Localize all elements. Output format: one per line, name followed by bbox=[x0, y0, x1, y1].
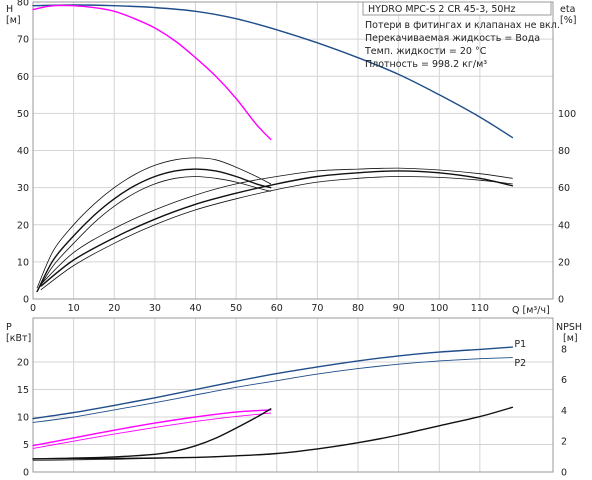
x-tick-label: 20 bbox=[108, 303, 120, 314]
eta-tick-label: 100 bbox=[558, 109, 576, 120]
top-panel-frame bbox=[32, 1, 554, 300]
x-tick-label: 40 bbox=[189, 303, 201, 314]
x-tick-label: 110 bbox=[471, 303, 489, 314]
eta-tick-label: 80 bbox=[558, 146, 570, 157]
x-tick-label: 70 bbox=[311, 303, 323, 314]
panel-frames bbox=[32, 1, 554, 473]
curve-p1-one-pump bbox=[32, 409, 272, 447]
info-line-density: Плотность = 998.2 кг/м³ bbox=[365, 59, 487, 70]
h-tick-label: 70 bbox=[17, 35, 29, 46]
curve-eta-one-pump-b bbox=[36, 168, 272, 293]
p1-label: P1 bbox=[514, 339, 526, 350]
curve-p2-one-pump bbox=[32, 412, 272, 449]
q-axis-label: Q [м³/ч] bbox=[512, 305, 550, 316]
info-title: HYDRO MPC-S 2 CR 45-3, 50Hz bbox=[368, 4, 516, 15]
curve-npsh-one-pump-thin bbox=[32, 454, 271, 461]
p-tick-label: 10 bbox=[17, 413, 29, 424]
x-tick-label: 100 bbox=[430, 303, 448, 314]
eta-tick-label: 40 bbox=[558, 220, 570, 231]
curve-p2-two-pumps bbox=[32, 357, 513, 423]
npsh-tick-label: 0 bbox=[561, 468, 567, 479]
npsh-axis-unit: [м] bbox=[563, 333, 578, 344]
h-tick-label: 50 bbox=[17, 109, 29, 120]
h-tick-label: 10 bbox=[17, 257, 29, 268]
curve-npsh-two-pumps bbox=[32, 406, 514, 460]
bottom-panel-curves bbox=[32, 346, 514, 461]
axis-titles: H [м] eta [%] Q [м³/ч] P [кВт] NPSH [м] bbox=[6, 4, 582, 344]
curve-eta-one-pump-a bbox=[36, 157, 272, 289]
h-tick-label: 80 bbox=[17, 0, 29, 9]
h-tick-label: 30 bbox=[17, 183, 29, 194]
curve-labels: P1 P2 bbox=[514, 339, 526, 369]
npsh-tick-label: 6 bbox=[561, 375, 567, 386]
npsh-tick-label: 8 bbox=[561, 344, 567, 355]
h-tick-label: 0 bbox=[23, 295, 29, 306]
bottom-panel-frame bbox=[32, 317, 554, 473]
x-tick-label: 50 bbox=[230, 303, 242, 314]
curve-eta-two-pumps-b bbox=[40, 170, 514, 287]
axis-tick-labels: 0 10 20 30 40 50 60 70 80 90 100 110010203040506070… bbox=[17, 0, 576, 479]
curve-eta-two-pumps-a bbox=[40, 167, 513, 285]
x-tick-label: 10 bbox=[68, 303, 80, 314]
top-panel-curves bbox=[32, 4, 514, 293]
curve-npsh-one-pump bbox=[32, 408, 272, 460]
p-axis-unit: [кВт] bbox=[6, 333, 31, 344]
eta-axis-name: eta bbox=[560, 4, 575, 15]
eta-tick-label: 0 bbox=[558, 295, 564, 306]
curve-eta-two-pumps-c bbox=[40, 176, 513, 291]
p-axis-name: P bbox=[6, 322, 12, 333]
info-line-fittings: Потери в фитингах и клапанах не вкл. bbox=[365, 20, 560, 31]
info-title-box bbox=[362, 1, 552, 16]
npsh-tick-label: 4 bbox=[561, 406, 567, 417]
info-line-liquid: Перекачиваемая жидкость = Вода bbox=[365, 33, 540, 44]
p-tick-label: 15 bbox=[17, 385, 29, 396]
eta-axis-unit: [%] bbox=[560, 15, 576, 26]
h-axis-name: H bbox=[6, 4, 13, 15]
p-tick-label: 5 bbox=[23, 440, 29, 451]
x-tick-label: 80 bbox=[352, 303, 364, 314]
x-tick-label: 90 bbox=[393, 303, 405, 314]
curve-h-one-pump bbox=[32, 4, 272, 141]
p2-label: P2 bbox=[514, 358, 526, 369]
bottom-panel-grid bbox=[32, 318, 553, 473]
p-tick-label: 0 bbox=[23, 468, 29, 479]
h-axis-unit: [м] bbox=[6, 15, 21, 26]
curve-p1-two-pumps bbox=[32, 346, 514, 420]
curve-h-two-pumps bbox=[32, 4, 514, 139]
npsh-tick-label: 2 bbox=[561, 437, 567, 448]
h-tick-label: 40 bbox=[17, 146, 29, 157]
info-box: HYDRO MPC-S 2 CR 45-3, 50Hz Потери в фит… bbox=[362, 1, 560, 70]
eta-tick-label: 60 bbox=[558, 183, 570, 194]
eta-tick-label: 20 bbox=[558, 257, 570, 268]
x-tick-label: 30 bbox=[149, 303, 161, 314]
npsh-axis-name: NPSH bbox=[556, 322, 582, 333]
h-tick-label: 20 bbox=[17, 220, 29, 231]
h-tick-label: 60 bbox=[17, 72, 29, 83]
info-line-temperature: Темп. жидкости = 20 °C bbox=[364, 46, 487, 57]
x-tick-label: 60 bbox=[271, 303, 283, 314]
curve-eta-one-pump-c bbox=[36, 176, 272, 292]
x-tick-label: 0 bbox=[30, 303, 36, 314]
p-tick-label: 20 bbox=[17, 358, 29, 369]
